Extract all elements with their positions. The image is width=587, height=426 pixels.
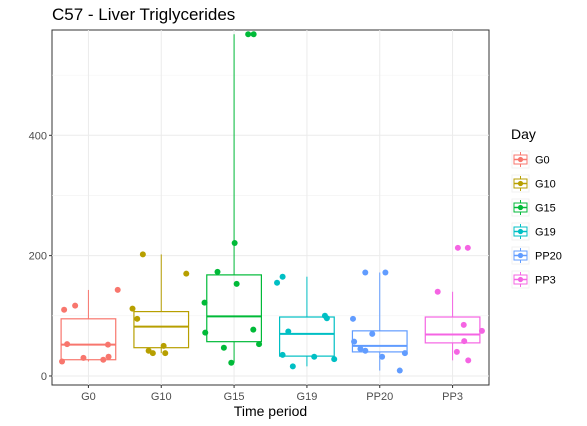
data-point xyxy=(396,367,403,374)
data-point xyxy=(382,269,389,276)
y-tick-label: 0 xyxy=(41,371,47,383)
data-point xyxy=(349,315,356,322)
data-point xyxy=(434,288,441,295)
data-point xyxy=(369,330,376,337)
data-point xyxy=(129,305,136,312)
data-point xyxy=(453,348,460,355)
box xyxy=(60,318,117,361)
data-point xyxy=(245,31,252,38)
x-tick-label: G19 xyxy=(297,391,318,403)
data-point xyxy=(59,358,66,365)
legend-item: PP20 xyxy=(511,246,562,265)
x-tick-label: G10 xyxy=(151,391,172,403)
data-point xyxy=(464,244,471,251)
data-point xyxy=(61,306,68,313)
data-point xyxy=(357,345,364,352)
data-point xyxy=(162,350,169,357)
legend-key-point xyxy=(517,180,524,187)
data-point xyxy=(362,269,369,276)
x-axis-title: Time period xyxy=(234,403,307,419)
data-point xyxy=(311,353,318,360)
legend-key-point xyxy=(517,156,524,163)
legend-key-point xyxy=(517,252,524,259)
data-point xyxy=(454,244,461,251)
legend-label: PP3 xyxy=(535,275,556,287)
data-point xyxy=(285,328,292,335)
legend-key-point xyxy=(517,276,524,283)
y-axis: 0 200 400 xyxy=(29,130,52,383)
data-point xyxy=(461,338,468,345)
data-point xyxy=(460,321,467,328)
data-point xyxy=(279,273,286,280)
legend-title: Day xyxy=(511,126,536,142)
data-point xyxy=(231,240,238,246)
data-point xyxy=(351,338,358,345)
data-point xyxy=(104,341,111,348)
data-point xyxy=(331,356,338,363)
chart-title: C57 - Liver Triglycerides xyxy=(52,5,236,24)
box xyxy=(133,310,190,349)
data-point xyxy=(139,251,146,258)
legend-label: G0 xyxy=(535,155,550,167)
data-point xyxy=(478,327,485,334)
plot-panel xyxy=(51,29,490,386)
point-layer xyxy=(59,31,485,374)
box xyxy=(206,274,262,343)
data-point xyxy=(114,286,121,293)
box xyxy=(424,316,481,344)
data-point xyxy=(228,359,235,366)
data-point xyxy=(274,279,281,286)
data-point xyxy=(256,341,263,348)
data-point xyxy=(321,312,328,319)
data-point xyxy=(465,357,472,364)
data-point xyxy=(362,347,369,354)
data-point xyxy=(64,341,71,348)
x-tick-label: G15 xyxy=(224,391,245,403)
legend-label: G19 xyxy=(535,227,556,239)
legend: Day G0 G10 G15 G19 PP20 PP3 xyxy=(511,126,562,289)
data-point xyxy=(160,342,167,349)
data-point xyxy=(105,353,112,360)
legend-item: PP3 xyxy=(511,270,556,289)
data-point xyxy=(401,350,408,357)
data-point xyxy=(214,268,221,275)
x-tick-label: PP20 xyxy=(366,391,393,403)
x-tick-label: PP3 xyxy=(442,391,463,403)
data-point xyxy=(134,315,141,322)
legend-item: G10 xyxy=(511,174,556,193)
x-tick-label: G0 xyxy=(81,391,96,403)
box xyxy=(279,316,335,357)
data-point xyxy=(289,363,296,370)
data-point xyxy=(379,353,386,360)
y-tick-label: 200 xyxy=(29,251,47,263)
y-tick-label: 400 xyxy=(29,130,47,142)
data-point xyxy=(201,299,208,306)
legend-key-point xyxy=(517,204,524,211)
data-point xyxy=(80,354,87,361)
data-point xyxy=(183,270,190,277)
data-point xyxy=(202,329,209,336)
legend-label: G10 xyxy=(535,179,556,191)
data-point xyxy=(220,344,227,351)
legend-label: G15 xyxy=(535,203,556,215)
legend-item: G19 xyxy=(511,222,556,241)
data-point xyxy=(72,302,79,309)
x-axis: G0 G10 G15 G19 PP20 PP3 xyxy=(81,385,463,403)
legend-key-point xyxy=(517,228,524,235)
data-point xyxy=(250,326,257,333)
data-point xyxy=(233,280,240,287)
data-point xyxy=(100,356,107,363)
data-point xyxy=(250,31,257,38)
legend-item: G15 xyxy=(511,198,556,217)
legend-label: PP20 xyxy=(535,251,562,263)
data-point xyxy=(145,347,152,354)
legend-item: G0 xyxy=(511,150,550,169)
data-point xyxy=(279,351,286,358)
